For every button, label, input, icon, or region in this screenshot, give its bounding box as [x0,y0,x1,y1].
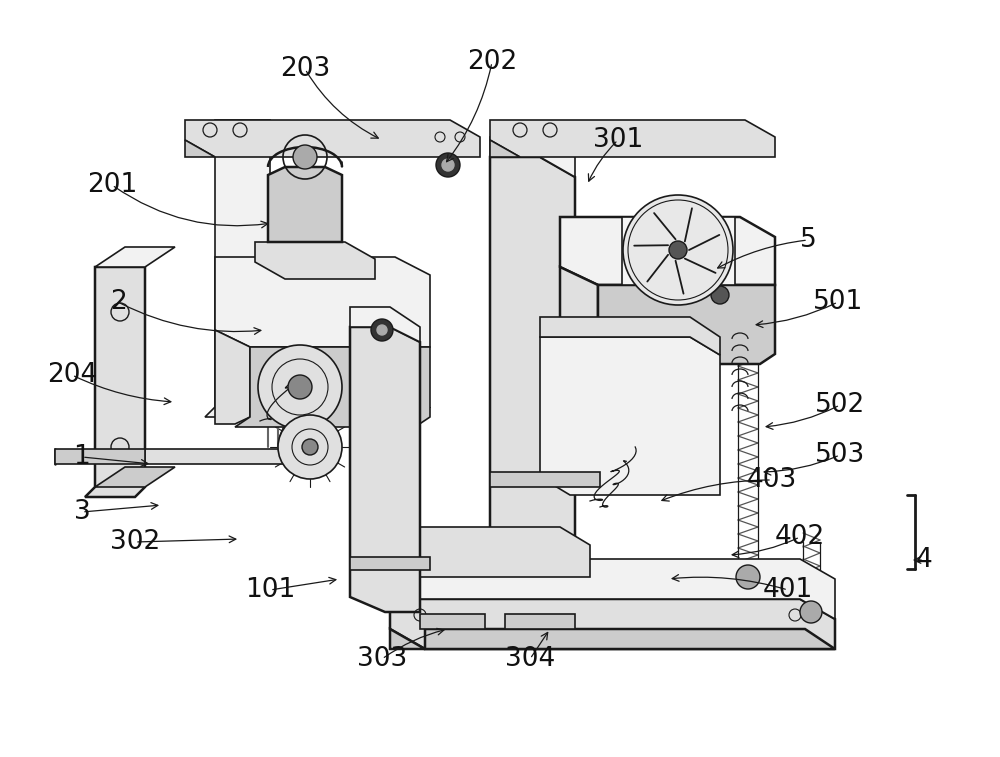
Polygon shape [350,557,430,570]
Circle shape [288,375,312,399]
Circle shape [800,601,822,623]
Text: 302: 302 [110,529,160,555]
Text: 1: 1 [74,444,90,470]
Text: 401: 401 [763,577,813,603]
Polygon shape [490,120,775,157]
Text: 304: 304 [505,646,555,672]
Circle shape [711,286,729,304]
Polygon shape [490,472,600,487]
Polygon shape [490,140,520,157]
Text: 2: 2 [110,289,126,315]
Text: 4: 4 [916,547,932,573]
Polygon shape [390,629,425,649]
Polygon shape [85,267,145,497]
Text: 403: 403 [747,467,797,493]
Polygon shape [255,242,375,279]
Polygon shape [185,120,480,157]
Polygon shape [215,330,250,424]
Polygon shape [350,327,420,612]
Circle shape [436,153,460,177]
Circle shape [623,195,733,305]
Polygon shape [350,307,420,342]
Polygon shape [95,467,175,487]
Circle shape [377,325,387,335]
Circle shape [278,415,342,479]
Text: 5: 5 [800,227,816,253]
Polygon shape [622,217,735,285]
Polygon shape [268,167,342,242]
Text: 203: 203 [280,56,330,82]
Polygon shape [215,257,430,347]
Text: 204: 204 [47,362,97,388]
Text: 202: 202 [467,49,517,75]
Polygon shape [540,337,720,495]
Text: 501: 501 [813,289,863,315]
Circle shape [293,145,317,169]
Polygon shape [490,137,575,177]
Polygon shape [560,217,775,285]
Text: 201: 201 [87,172,137,198]
Text: 502: 502 [815,392,865,418]
Circle shape [302,439,318,455]
Circle shape [736,565,760,589]
Text: 3: 3 [74,499,90,525]
Polygon shape [185,140,215,157]
Polygon shape [540,317,720,355]
Polygon shape [145,449,300,464]
Text: 503: 503 [815,442,865,468]
Text: 402: 402 [775,524,825,550]
Circle shape [371,319,393,341]
Text: 101: 101 [245,577,295,603]
Circle shape [442,159,454,171]
Text: 301: 301 [593,127,643,153]
Polygon shape [95,247,175,267]
Polygon shape [205,120,270,417]
Polygon shape [390,559,835,619]
Polygon shape [490,157,575,617]
Circle shape [258,345,342,429]
Polygon shape [560,267,598,354]
Polygon shape [505,614,575,629]
Polygon shape [420,614,485,629]
Polygon shape [390,599,835,649]
Polygon shape [390,527,590,577]
Polygon shape [55,449,145,464]
Polygon shape [235,347,430,427]
Polygon shape [425,629,835,649]
Polygon shape [598,285,775,364]
Circle shape [669,241,687,259]
Text: 303: 303 [357,646,407,672]
